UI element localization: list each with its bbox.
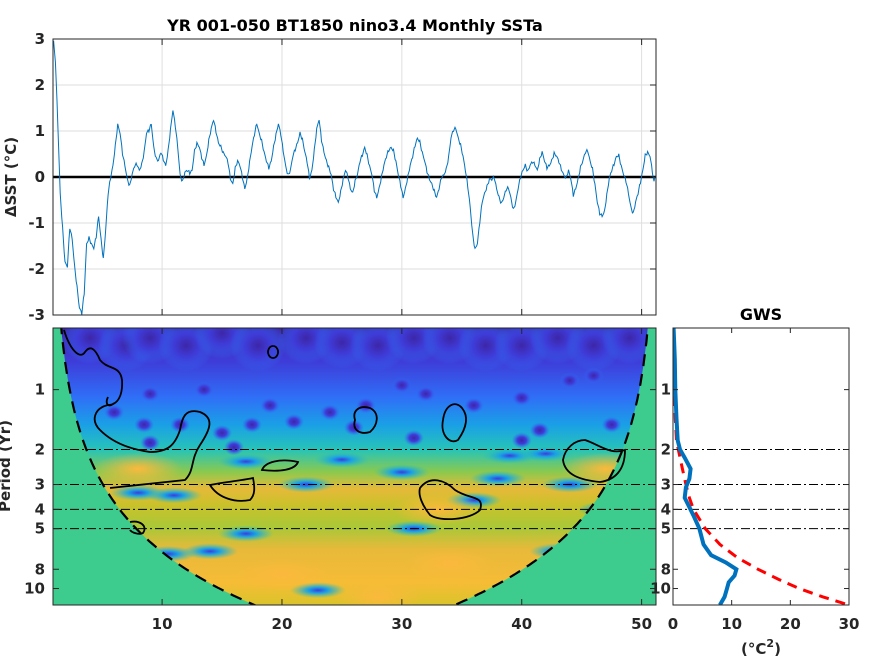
significance-contour bbox=[418, 479, 482, 521]
wavelet-power-panel: 10 20 30 40 50 1 2 3 4 5 8 10 Period (Yr) bbox=[0, 327, 657, 633]
y-tick-label: 1 bbox=[35, 122, 45, 140]
y-tick-label: 4 bbox=[661, 500, 671, 518]
low-power-spot bbox=[140, 385, 161, 402]
significance-contour bbox=[267, 345, 279, 359]
y-tick-label: 0 bbox=[35, 168, 45, 186]
low-power-spot bbox=[212, 424, 233, 441]
x-tick-label: 10 bbox=[721, 615, 742, 633]
significance-contour bbox=[562, 439, 626, 483]
low-power-spot bbox=[104, 404, 125, 421]
y-tick-label: 3 bbox=[661, 476, 671, 494]
low-power-spot bbox=[170, 416, 191, 433]
axes-box bbox=[672, 327, 850, 606]
x-tick-label: 0 bbox=[668, 615, 678, 633]
axis-ticks: 0 10 20 30 1 2 3 4 5 8 10 bbox=[650, 328, 859, 633]
low-power-spot bbox=[529, 422, 550, 439]
y-tick-label: 3 bbox=[35, 30, 45, 48]
chart-title: YR 001-050 BT1850 nino3.4 Monthly SSTa bbox=[166, 16, 543, 35]
x-tick-label: 20 bbox=[780, 615, 801, 633]
y-tick-label: 10 bbox=[24, 580, 45, 598]
moderate-power-spot bbox=[146, 487, 203, 504]
high-power-region bbox=[332, 580, 423, 605]
significance-contour bbox=[105, 396, 115, 407]
axes-box bbox=[52, 327, 657, 606]
low-power-spot bbox=[242, 416, 263, 433]
low-power-spot bbox=[391, 377, 412, 394]
x-tick-label: 30 bbox=[391, 615, 412, 633]
y-tick-label: 5 bbox=[661, 520, 671, 538]
high-power-region bbox=[93, 452, 184, 485]
y-tick-label: 2 bbox=[35, 76, 45, 94]
gws-x-axis-label: (°C2) bbox=[741, 637, 781, 656]
high-power-region bbox=[236, 558, 327, 591]
moderate-power-spot bbox=[469, 470, 526, 487]
gws-panel: 0 10 20 30 1 2 3 4 5 8 10 GWS (°C2) bbox=[650, 305, 859, 656]
y-tick-label: 8 bbox=[35, 560, 45, 578]
low-power-spot bbox=[601, 416, 622, 433]
high-power-region bbox=[404, 547, 495, 580]
y-tick-label: 2 bbox=[35, 441, 45, 459]
significance-contour bbox=[353, 406, 378, 434]
low-power-spot bbox=[463, 397, 484, 414]
low-power-spot bbox=[259, 397, 280, 414]
low-power-blob bbox=[601, 328, 656, 364]
significance-contour bbox=[441, 403, 467, 443]
moderate-power-spot bbox=[277, 476, 334, 493]
y-tick-label: 3 bbox=[35, 476, 45, 494]
x-tick-label: 20 bbox=[272, 615, 293, 633]
low-power-spot bbox=[415, 385, 436, 402]
significance-contour bbox=[208, 476, 256, 502]
x-tick-label: 50 bbox=[631, 615, 652, 633]
low-power-spot bbox=[140, 434, 161, 451]
significance-contour bbox=[129, 520, 146, 535]
sst-timeseries-panel: -3 -2 -1 0 1 2 3 YR 001-050 BT1850 nino3.4 Mon… bbox=[2, 16, 657, 324]
low-power-blob bbox=[230, 328, 286, 372]
cone-of-influence-mask bbox=[53, 328, 656, 605]
low-power-spot bbox=[583, 367, 604, 384]
low-power-spot bbox=[134, 416, 155, 433]
low-power-spot bbox=[559, 372, 580, 389]
x-tick-label: 30 bbox=[839, 615, 860, 633]
low-power-spot bbox=[194, 381, 215, 398]
axis-ticks: -3 -2 -1 0 1 2 3 bbox=[28, 30, 656, 324]
plot-area bbox=[673, 328, 849, 605]
sst-series-line bbox=[53, 40, 656, 315]
gws-curve bbox=[673, 328, 739, 605]
low-power-spot bbox=[224, 439, 245, 456]
significance-contour bbox=[260, 459, 300, 472]
y-tick-label: -1 bbox=[28, 214, 45, 232]
y-tick-label: 4 bbox=[35, 500, 45, 518]
low-power-spot bbox=[511, 389, 532, 406]
cone-of-influence-line bbox=[60, 328, 649, 605]
y-tick-label: 1 bbox=[661, 381, 671, 399]
y-tick-label: 10 bbox=[650, 580, 671, 598]
moderate-power-spot bbox=[313, 451, 370, 468]
y-axis-label: Period (Yr) bbox=[0, 420, 14, 512]
reference-period-lines bbox=[673, 449, 849, 530]
y-tick-label: 8 bbox=[661, 560, 671, 578]
reference-period-lines bbox=[53, 449, 656, 530]
y-tick-label: -3 bbox=[28, 306, 45, 324]
moderate-power-spot bbox=[218, 525, 275, 542]
x-tick-label: 40 bbox=[511, 615, 532, 633]
x-tick-label: 10 bbox=[152, 615, 173, 633]
low-power-spot bbox=[403, 429, 424, 446]
moderate-power-spot bbox=[218, 453, 275, 470]
power-features bbox=[62, 328, 656, 605]
low-power-spot bbox=[511, 432, 532, 449]
y-tick-label: 2 bbox=[661, 441, 671, 459]
moderate-power-spot bbox=[182, 543, 239, 560]
y-axis-label: ΔSST (°C) bbox=[2, 137, 20, 217]
y-tick-label: 5 bbox=[35, 520, 45, 538]
axis-ticks: 10 20 30 40 50 1 2 3 4 5 8 10 bbox=[24, 328, 656, 633]
moderate-power-spot bbox=[373, 464, 430, 481]
y-tick-label: -2 bbox=[28, 260, 45, 278]
low-power-spot bbox=[319, 404, 340, 421]
significance-contour bbox=[63, 329, 211, 489]
y-tick-label: 1 bbox=[35, 381, 45, 399]
gws-title: GWS bbox=[740, 305, 782, 324]
low-power-spot bbox=[283, 413, 304, 430]
significance-contours bbox=[63, 329, 626, 535]
